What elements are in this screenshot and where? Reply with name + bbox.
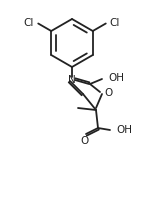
Text: Cl: Cl xyxy=(24,17,34,28)
Text: Cl: Cl xyxy=(110,17,120,28)
Text: O: O xyxy=(80,136,88,146)
Text: OH: OH xyxy=(116,125,132,135)
Text: OH: OH xyxy=(108,73,124,83)
Text: N: N xyxy=(68,75,76,85)
Text: O: O xyxy=(104,88,112,98)
